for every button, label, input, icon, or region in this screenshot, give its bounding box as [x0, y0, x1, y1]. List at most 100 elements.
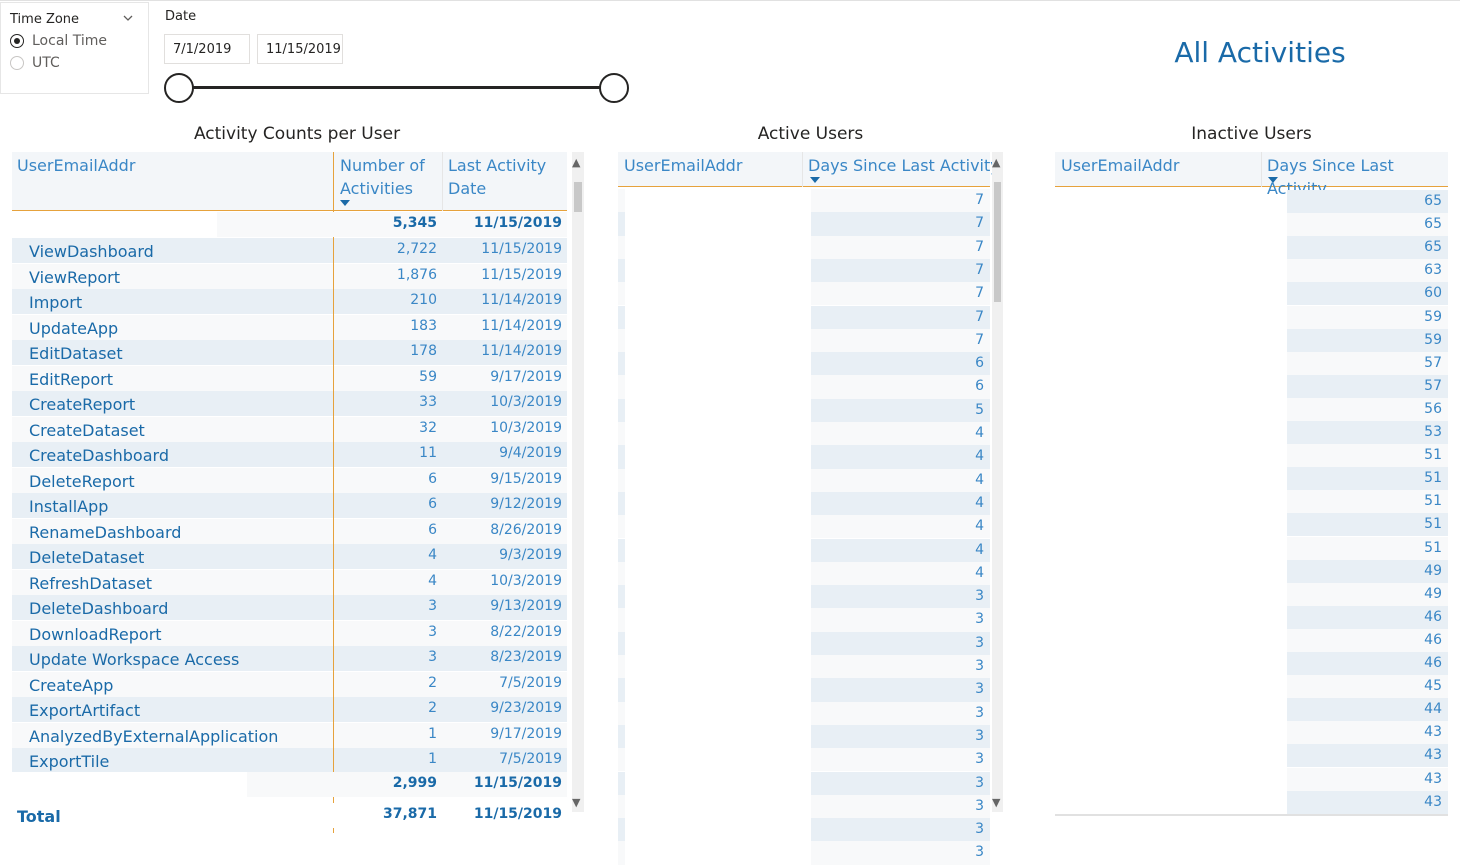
- table-row[interactable]: 7: [618, 189, 990, 213]
- table-row[interactable]: 6: [618, 352, 990, 376]
- col-header-user[interactable]: UserEmailAddr: [1061, 156, 1180, 175]
- table-row[interactable]: 65: [1287, 236, 1448, 260]
- scrollbar-thumb[interactable]: [994, 182, 1001, 302]
- table-row[interactable]: 7: [618, 328, 990, 353]
- radio-utc[interactable]: UTC: [10, 55, 60, 71]
- table-row[interactable]: 3: [618, 701, 990, 725]
- table-row[interactable]: CreateDataset 32 10/3/2019: [12, 416, 567, 442]
- table-row[interactable]: 60: [1287, 282, 1448, 306]
- table-row[interactable]: 6: [618, 375, 990, 399]
- table-row[interactable]: DeleteReport 6 9/15/2019: [12, 467, 567, 493]
- table-row[interactable]: 46: [1287, 628, 1448, 652]
- date-slider-track[interactable]: [178, 86, 615, 89]
- date-slider-end-handle[interactable]: [599, 73, 629, 103]
- table-row[interactable]: 57: [1287, 351, 1448, 375]
- table-row[interactable]: Update Workspace Access 3 8/23/2019: [12, 646, 567, 671]
- table-row[interactable]: AnalyzedByExternalApplication 1 9/17/2019: [12, 722, 567, 748]
- radio-local-time[interactable]: Local Time: [10, 33, 107, 49]
- table-row[interactable]: Import 210 11/14/2019: [12, 289, 567, 314]
- table-row[interactable]: 4: [618, 491, 990, 516]
- table-row[interactable]: 4: [618, 422, 990, 446]
- table-row[interactable]: InstallApp 6 9/12/2019: [12, 493, 567, 518]
- table-row[interactable]: ViewReport 1,876 11/15/2019: [12, 263, 567, 289]
- table-row[interactable]: 7: [618, 305, 990, 329]
- table-row[interactable]: 3: [618, 818, 990, 842]
- table-row[interactable]: 44: [1287, 698, 1448, 722]
- scrollbar[interactable]: [572, 152, 584, 812]
- table-row[interactable]: 46: [1287, 652, 1448, 676]
- table-row[interactable]: 4: [618, 538, 990, 562]
- table-row[interactable]: ExportArtifact 2 9/23/2019: [12, 697, 567, 722]
- table-row[interactable]: 59: [1287, 305, 1448, 329]
- table-row[interactable]: CreateDashboard 11 9/4/2019: [12, 442, 567, 467]
- table-row[interactable]: 45: [1287, 675, 1448, 699]
- table-row[interactable]: 43: [1287, 744, 1448, 768]
- table-row[interactable]: 43: [1287, 790, 1448, 814]
- table-row[interactable]: 7: [618, 282, 990, 306]
- date-end-input[interactable]: 11/15/2019: [257, 34, 343, 64]
- scroll-down-icon[interactable]: ▼: [992, 796, 1001, 809]
- col-header-count[interactable]: Number of Activities: [340, 154, 425, 200]
- table-row[interactable]: DeleteDashboard 3 9/13/2019: [12, 595, 567, 620]
- table-row[interactable]: EditReport 59 9/17/2019: [12, 365, 567, 391]
- scrollbar[interactable]: [992, 152, 1003, 812]
- chevron-down-icon[interactable]: [123, 13, 133, 23]
- sort-desc-icon[interactable]: [810, 177, 820, 183]
- table-row[interactable]: UpdateApp 183 11/14/2019: [12, 314, 567, 340]
- scroll-up-icon[interactable]: ▲: [572, 156, 581, 169]
- table-row[interactable]: 3: [618, 655, 990, 679]
- table-row[interactable]: 5: [618, 398, 990, 422]
- table-row[interactable]: 4: [618, 445, 990, 469]
- table-row[interactable]: 65: [1287, 213, 1448, 237]
- table-row[interactable]: 3: [618, 724, 990, 749]
- scrollbar-thumb[interactable]: [574, 182, 582, 212]
- table-row[interactable]: 7: [618, 258, 990, 283]
- col-header-user[interactable]: UserEmailAddr: [624, 156, 743, 175]
- table-row[interactable]: DeleteDataset 4 9/3/2019: [12, 544, 567, 569]
- table-row[interactable]: 4: [618, 561, 990, 586]
- table-row[interactable]: ViewDashboard 2,722 11/15/2019: [12, 238, 567, 263]
- table-row[interactable]: 56: [1287, 397, 1448, 421]
- table-row[interactable]: EditDataset 178 11/14/2019: [12, 340, 567, 365]
- col-header-date[interactable]: Last Activity Date: [448, 154, 546, 200]
- table-row[interactable]: 43: [1287, 767, 1448, 791]
- table-row[interactable]: 49: [1287, 559, 1448, 583]
- table-row[interactable]: 3: [618, 608, 990, 632]
- scroll-up-icon[interactable]: ▲: [992, 156, 1001, 169]
- table-row[interactable]: 51: [1287, 513, 1448, 537]
- table-row[interactable]: DownloadReport 3 8/22/2019: [12, 620, 567, 646]
- col-header-user[interactable]: UserEmailAddr: [17, 156, 136, 175]
- table-row[interactable]: 65: [1287, 190, 1448, 214]
- table-row[interactable]: RenameDashboard 6 8/26/2019: [12, 518, 567, 544]
- table-row[interactable]: 49: [1287, 582, 1448, 606]
- table-row[interactable]: 4: [618, 515, 990, 539]
- sort-desc-icon[interactable]: [340, 200, 350, 206]
- table-row[interactable]: 63: [1287, 259, 1448, 283]
- table-row[interactable]: 57: [1287, 374, 1448, 398]
- scroll-down-icon[interactable]: ▼: [572, 796, 581, 809]
- table-row[interactable]: CreateApp 2 7/5/2019: [12, 671, 567, 697]
- table-row[interactable]: 3: [618, 631, 990, 655]
- table-row[interactable]: 4: [618, 468, 990, 492]
- table-row[interactable]: 59: [1287, 328, 1448, 352]
- table-row[interactable]: 46: [1287, 605, 1448, 629]
- table-row[interactable]: 43: [1287, 721, 1448, 745]
- table-row[interactable]: 7: [618, 235, 990, 259]
- table-row[interactable]: RefreshDataset 4 10/3/2019: [12, 569, 567, 595]
- col-header-days[interactable]: Days Since Last Activity: [808, 156, 1000, 175]
- date-start-input[interactable]: 7/1/2019: [164, 34, 250, 64]
- table-row[interactable]: 3: [618, 841, 990, 865]
- table-row[interactable]: 51: [1287, 536, 1448, 560]
- table-row[interactable]: 3: [618, 585, 990, 609]
- table-row[interactable]: 53: [1287, 421, 1448, 445]
- table-row[interactable]: 3: [618, 678, 990, 702]
- table-row[interactable]: 51: [1287, 444, 1448, 468]
- sort-desc-icon[interactable]: [1268, 177, 1278, 183]
- table-row[interactable]: ExportTile 1 7/5/2019: [12, 748, 567, 773]
- table-row[interactable]: 3: [618, 748, 990, 772]
- table-row[interactable]: CreateReport 33 10/3/2019: [12, 391, 567, 416]
- table-row[interactable]: 3: [618, 794, 990, 819]
- table-row[interactable]: 51: [1287, 490, 1448, 514]
- date-slider-start-handle[interactable]: [164, 73, 194, 103]
- table-row[interactable]: 51: [1287, 467, 1448, 491]
